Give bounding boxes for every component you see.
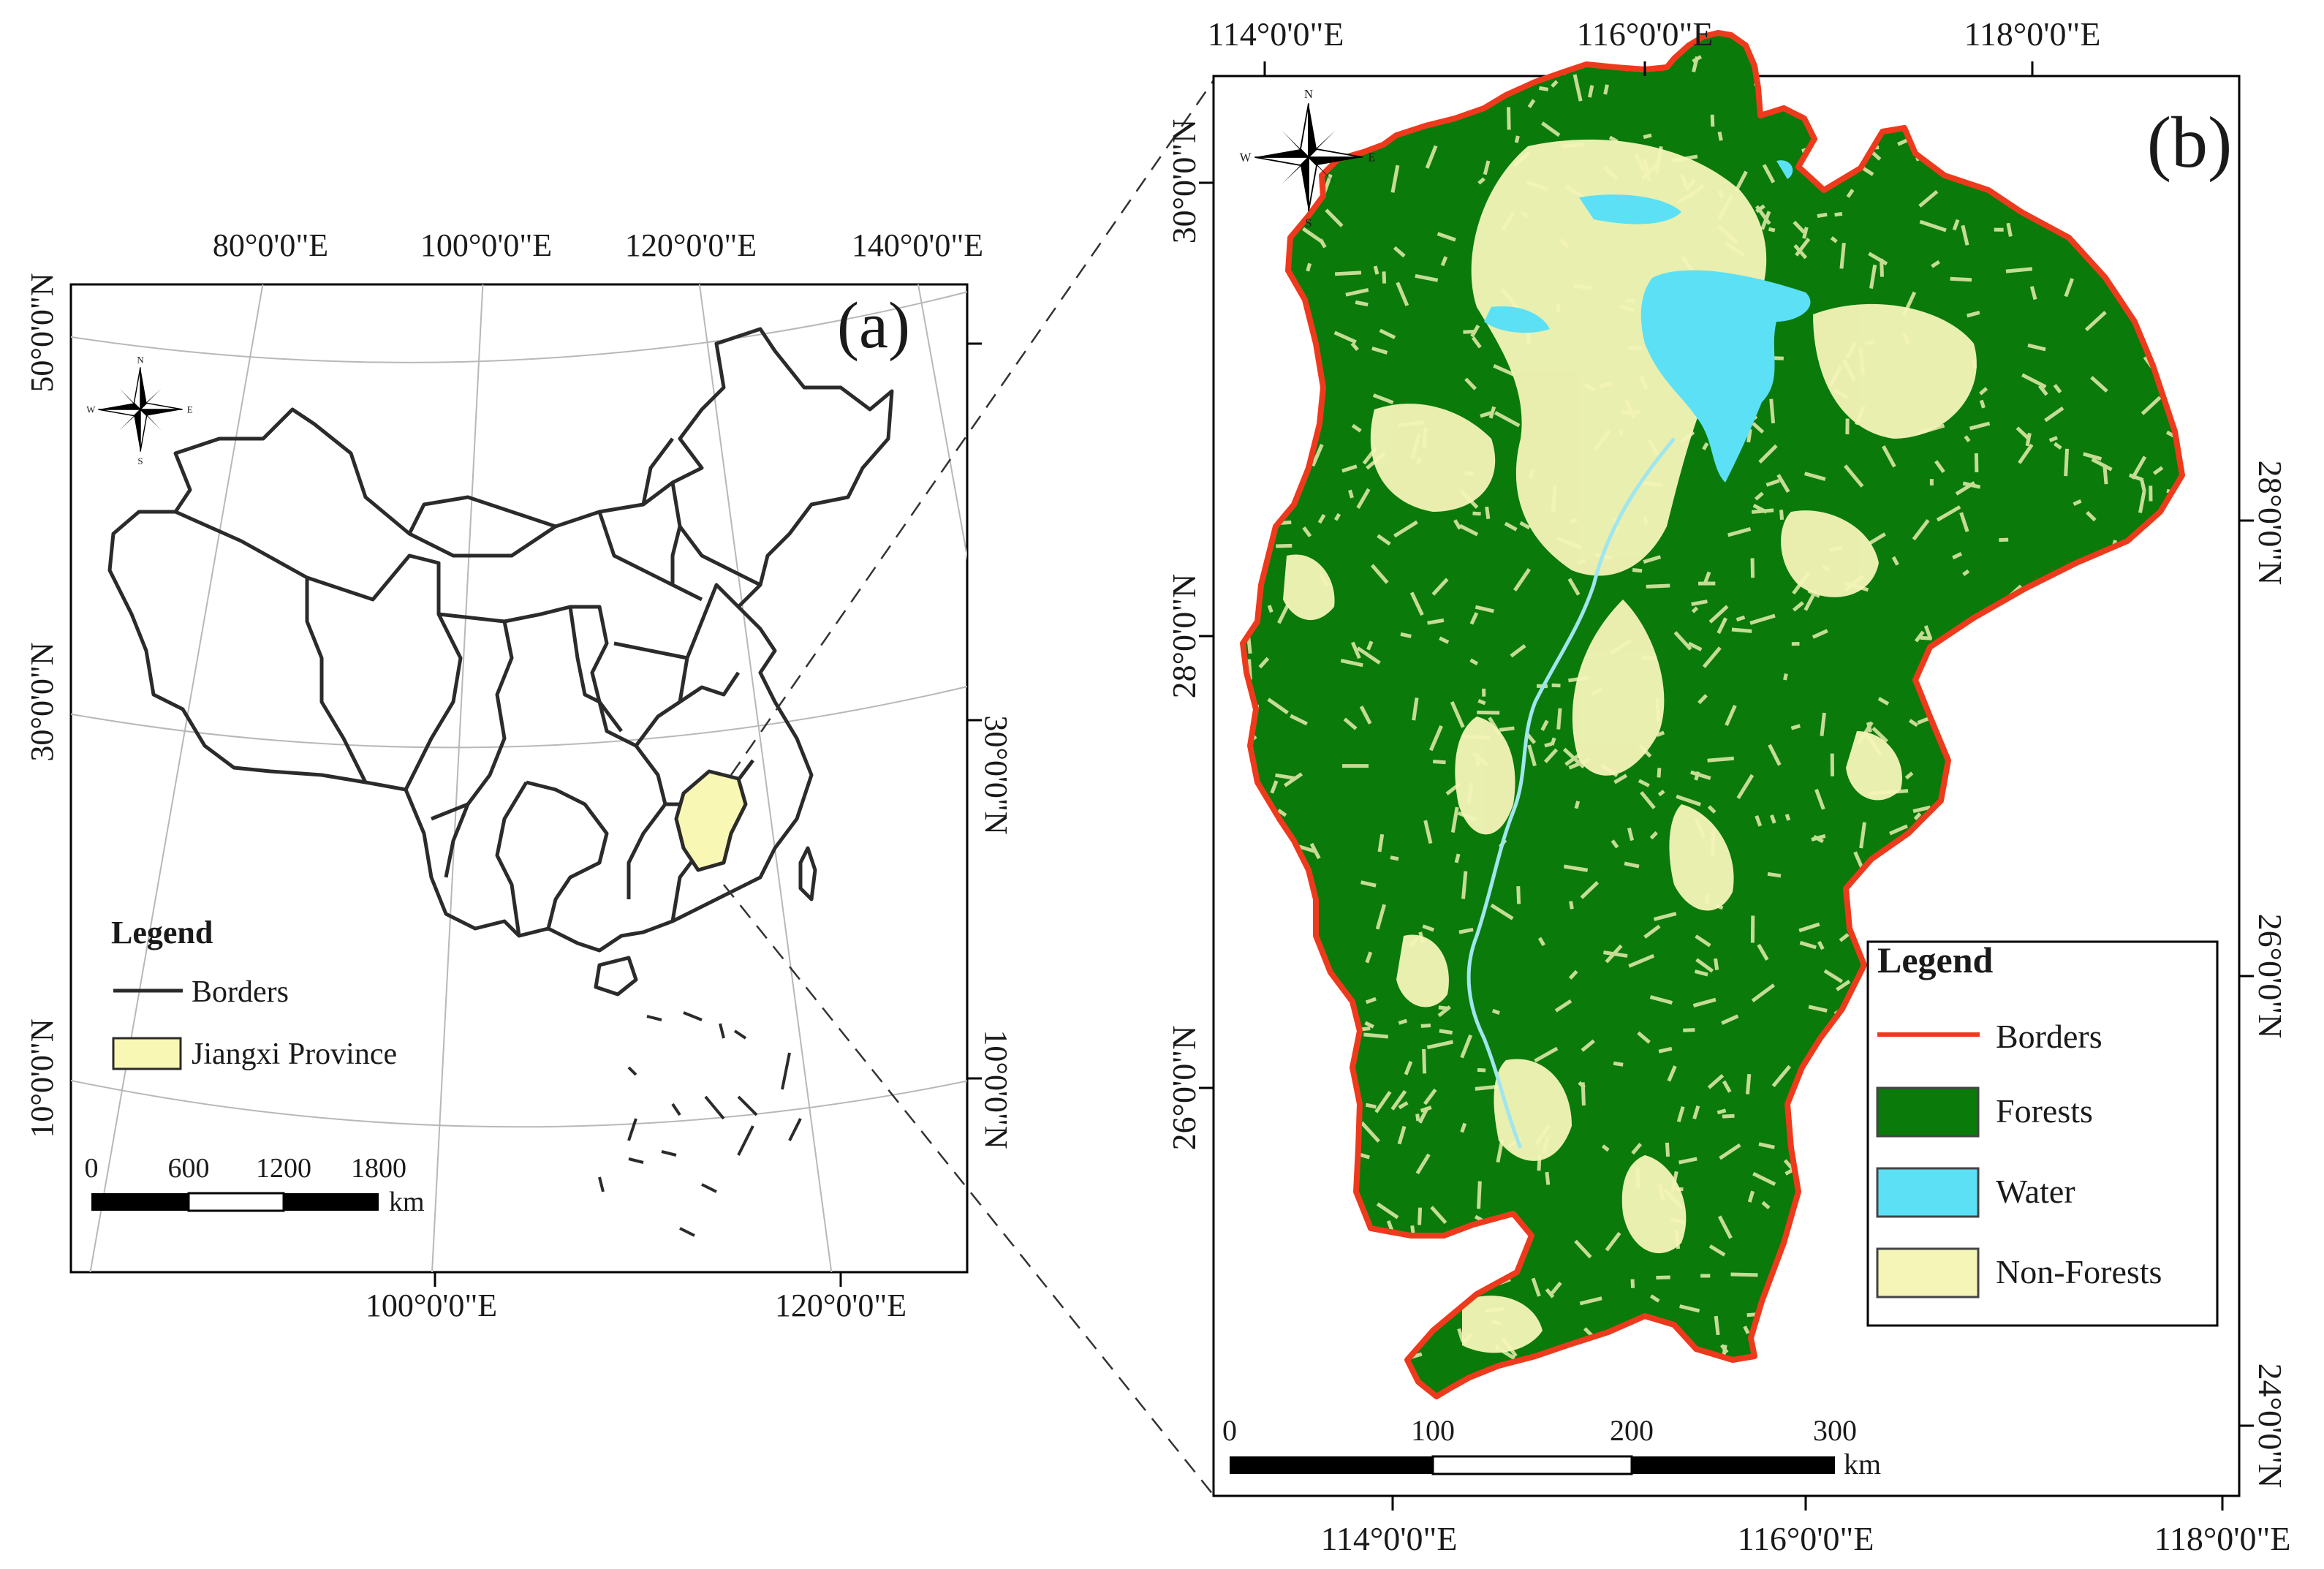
b-top-lon-2: 118°0'0"E: [1964, 15, 2101, 53]
b-left-lat-1: 28°0'0"N: [1165, 574, 1203, 699]
b-scale-tick-3: 300: [1813, 1414, 1857, 1447]
b-legend-label-3: Non-Forests: [1996, 1253, 2162, 1290]
panel-b-ticks: [1199, 61, 2254, 1511]
a-legend-jiangxi-swatch: [112, 1037, 182, 1070]
a-legend-label-0: Borders: [192, 975, 289, 1009]
panel-a: 80°0'0"E 100°0'0"E 120°0'0"E 140°0'0"E 1…: [24, 227, 1014, 1323]
compass-b-e: E: [1368, 151, 1375, 165]
b-bottom-lon-0: 114°0'0"E: [1321, 1520, 1458, 1557]
b-scale-unit: km: [1844, 1448, 1881, 1481]
a-top-lon-3: 140°0'0"E: [852, 227, 983, 263]
taiwan-island: [798, 846, 817, 901]
b-legend-label-2: Water: [1996, 1173, 2075, 1210]
b-top-lon-0: 114°0'0"E: [1208, 15, 1344, 53]
b-bottom-lon-1: 116°0'0"E: [1738, 1520, 1874, 1557]
water-bodies: [1484, 160, 1811, 483]
a-top-lon-2: 120°0'0"E: [625, 227, 757, 263]
a-left-lat-1: 30°0'0"N: [24, 642, 60, 761]
north-arrow-compass-rose-icon: [98, 367, 183, 452]
a-scale-unit: km: [389, 1187, 425, 1217]
panel-b: 114°0'0"E 116°0'0"E 118°0'0"E 114°0'0"E …: [1165, 15, 2290, 1557]
a-scale-tick-2: 1200: [256, 1153, 311, 1184]
panel-b-coordinate-labels: 114°0'0"E 116°0'0"E 118°0'0"E 114°0'0"E …: [1165, 15, 2290, 1557]
a-top-lon-1: 100°0'0"E: [420, 227, 552, 263]
compass-a-w: W: [86, 404, 96, 415]
b-bottom-lon-2: 118°0'0"E: [2154, 1520, 2291, 1557]
panel-a-ticks: [434, 342, 982, 1287]
a-scale-tick-3: 1800: [351, 1153, 406, 1184]
b-top-lon-1: 116°0'0"E: [1577, 15, 1714, 53]
china-borders: [107, 327, 894, 1237]
b-right-lat-0: 28°0'0"N: [2252, 461, 2289, 586]
jiangxi-province: [674, 769, 748, 872]
china-outline: [107, 327, 894, 953]
b-scale-tick-1: 100: [1411, 1414, 1455, 1447]
panel-b-compass: N S E W: [1240, 87, 1376, 230]
b-legend-label-0: Borders: [1996, 1018, 2102, 1055]
a-top-lon-0: 80°0'0"E: [213, 227, 328, 263]
b-right-lat-1: 26°0'0"N: [2252, 914, 2289, 1039]
a-bottom-lon-1: 120°0'0"E: [775, 1288, 906, 1323]
a-scale-tick-0: 0: [85, 1153, 99, 1184]
b-legend-label-1: Forests: [1996, 1092, 2093, 1130]
panel-a-tag: (a): [837, 290, 910, 362]
ganjiang-river: [1466, 437, 1676, 1149]
compass-a-s: S: [137, 455, 143, 466]
panel-b-scale-bar: 0 100 200 300 km: [1222, 1414, 1881, 1481]
a-legend-title: Legend: [111, 915, 213, 950]
a-left-lat-0: 50°0'0"N: [24, 273, 60, 392]
sea-islands: [598, 1011, 802, 1237]
b-legend-nonforest-swatch: [1876, 1247, 1980, 1298]
b-legend-forest-swatch: [1876, 1086, 1980, 1138]
b-scale-tick-2: 200: [1610, 1414, 1654, 1447]
a-right-lat-0: 30°0'0"N: [978, 715, 1014, 834]
panel-a-coordinate-labels: 80°0'0"E 100°0'0"E 120°0'0"E 140°0'0"E 1…: [24, 227, 1014, 1323]
compass-b-s: S: [1305, 216, 1311, 230]
panel-a-compass: N S E W: [86, 355, 193, 466]
b-legend-title: Legend: [1877, 939, 1994, 980]
a-right-lat-1: 10°0'0"N: [978, 1029, 1014, 1149]
compass-b-n: N: [1304, 87, 1313, 101]
hainan-island: [594, 956, 638, 997]
b-legend-water-swatch: [1876, 1167, 1980, 1218]
b-scale-tick-0: 0: [1222, 1414, 1237, 1447]
panel-a-frame: [69, 283, 969, 1274]
compass-a-n: N: [137, 355, 144, 366]
panel-b-legend: Legend Borders Forests Water Non-Forests: [1866, 939, 2219, 1327]
a-bottom-lon-0: 100°0'0"E: [366, 1288, 497, 1323]
province-lines: [174, 437, 762, 937]
non-forest-patches: [1283, 139, 1977, 1353]
panel-a-legend: Legend Borders Jiangxi Province: [111, 915, 397, 1071]
a-scale-tick-1: 600: [168, 1153, 210, 1184]
panel-b-tag: (b): [2147, 102, 2233, 183]
compass-a-e: E: [187, 404, 193, 415]
b-left-lat-0: 30°0'0"N: [1165, 119, 1203, 244]
a-legend-label-1: Jiangxi Province: [192, 1037, 397, 1071]
north-arrow-compass-rose-icon: [1254, 103, 1363, 211]
compass-b-w: W: [1240, 151, 1252, 165]
a-left-lat-2: 10°0'0"N: [24, 1018, 60, 1138]
panel-a-scale-bar: 0 600 1200 1800 km: [85, 1153, 425, 1217]
b-right-lat-2: 24°0'0"N: [2252, 1364, 2289, 1489]
zoom-connector-lines: [723, 80, 1215, 1496]
b-left-lat-2: 26°0'0"N: [1165, 1026, 1203, 1151]
